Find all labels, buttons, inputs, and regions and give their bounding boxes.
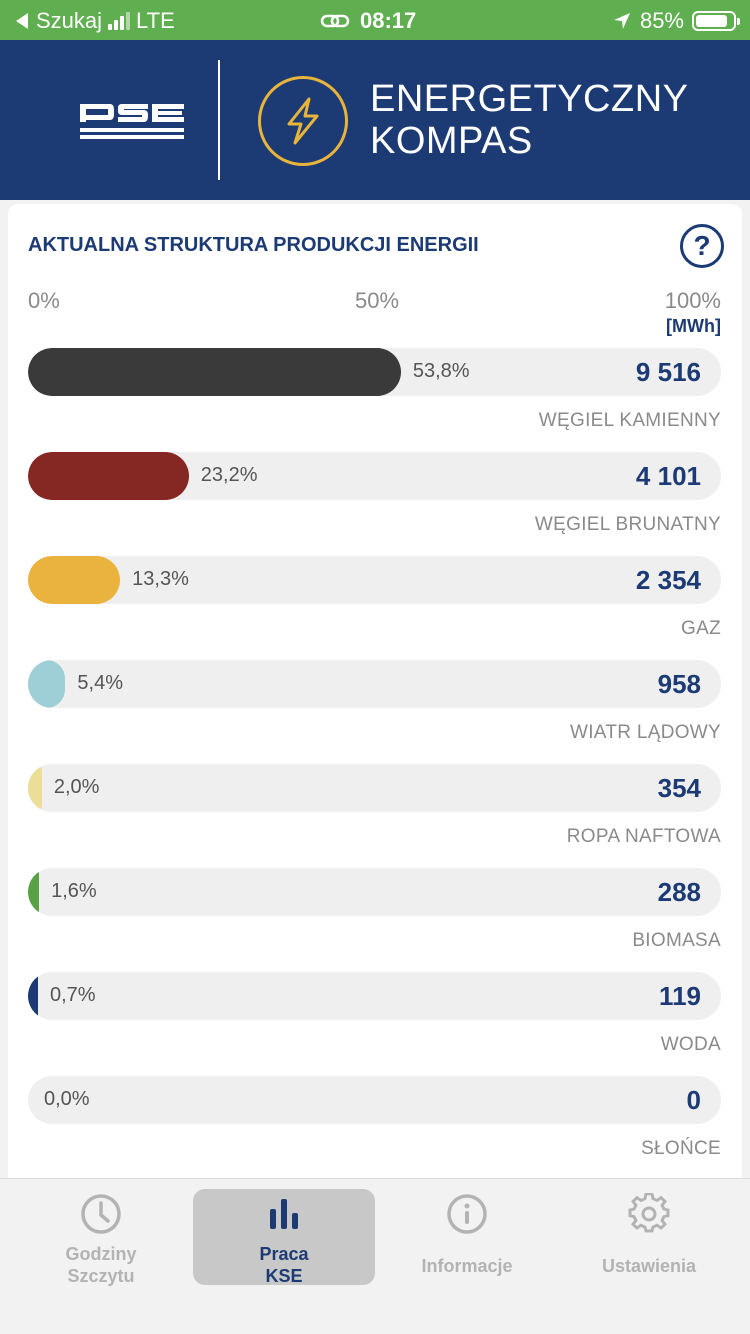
battery-percent: 85%	[639, 8, 684, 33]
network-label: LTE	[136, 8, 175, 33]
mwh-value: 288	[657, 877, 701, 907]
nav-informacje[interactable]: Informacje	[376, 1189, 558, 1285]
percent-label: 1,6%	[51, 880, 97, 902]
pse-logo	[80, 104, 184, 139]
bar-track	[28, 868, 721, 916]
status-right: 85%	[612, 8, 740, 34]
bar-fill	[28, 556, 121, 604]
back-arrow-icon	[16, 13, 28, 29]
bar-fill	[28, 868, 40, 916]
scale-label-100: 100%	[664, 288, 721, 313]
percent-label: 5,4%	[77, 672, 124, 694]
lightning-icon	[258, 76, 348, 166]
help-icon[interactable]: ?	[680, 224, 724, 268]
bar-track	[28, 764, 721, 812]
percent-label: 2,0%	[53, 776, 100, 798]
bar-fill	[28, 660, 66, 708]
category-label: SŁOŃCE	[641, 1138, 721, 1159]
category-label: WĘGIEL KAMIENNY	[538, 410, 721, 431]
unit-label: [MWh]	[666, 316, 721, 336]
app-header: ENERGETYCZNY KOMPAS	[0, 40, 750, 200]
bar-track	[28, 556, 721, 604]
signal-icon	[108, 12, 131, 30]
app-title-line1: ENERGETYCZNY	[370, 78, 689, 120]
category-label: ROPA NAFTOWA	[566, 826, 721, 847]
mwh-value: 2 354	[635, 565, 701, 595]
percent-label: 53,8%	[412, 360, 470, 382]
bar-track	[28, 348, 721, 396]
mwh-value: 354	[657, 773, 701, 803]
mwh-value: 958	[657, 669, 701, 699]
mwh-value: 119	[659, 981, 701, 1011]
card-title: AKTUALNA STRUKTURA PRODUKCJI ENERGII	[28, 234, 479, 256]
nav-label: Informacje	[421, 1256, 513, 1276]
battery-icon	[692, 11, 740, 31]
app-title: ENERGETYCZNY KOMPAS	[370, 78, 688, 162]
status-bar: Szukaj LTE 08:17 85%	[0, 0, 750, 40]
bar-track	[28, 452, 721, 500]
percent-label: 13,3%	[132, 568, 189, 590]
clock-time: 08:17	[360, 8, 417, 33]
bar-fill	[28, 348, 401, 396]
bar-track	[28, 1076, 721, 1124]
bar-fill	[28, 972, 38, 1020]
bar-fill	[28, 764, 42, 812]
mwh-value: 4 101	[635, 461, 701, 491]
status-center: 08:17	[320, 8, 416, 34]
bottom-nav: Godziny Szczytu Praca KSE Informacje Ustaw…	[0, 1178, 750, 1334]
location-arrow-icon	[613, 13, 630, 29]
percent-label: 0,0%	[44, 1088, 90, 1110]
nav-ustawienia[interactable]: Ustawienia	[558, 1189, 740, 1285]
bar-fill	[28, 452, 189, 500]
production-card: AKTUALNA STRUKTURA PRODUKCJI ENERGII ? 0…	[8, 204, 742, 1184]
category-label: BIOMASA	[632, 930, 721, 951]
category-label: WODA	[660, 1034, 721, 1055]
nav-label: Praca KSE	[259, 1244, 309, 1286]
clock-icon	[81, 1194, 121, 1234]
scale-label-0: 0%	[28, 288, 60, 313]
percent-label: 0,7%	[50, 984, 96, 1006]
link-icon	[320, 14, 350, 28]
bar-track	[28, 972, 721, 1020]
category-label: WĘGIEL BRUNATNY	[534, 514, 721, 535]
gear-icon	[628, 1193, 670, 1233]
mwh-value: 0	[686, 1085, 701, 1115]
category-label: GAZ	[681, 618, 721, 639]
back-label: Szukaj	[36, 8, 103, 33]
app-title-line2: KOMPAS	[370, 120, 533, 162]
nav-godziny-szczytu[interactable]: Godziny Szczytu	[10, 1189, 192, 1286]
bar-chart-icon	[270, 1199, 298, 1229]
bar-track	[28, 660, 721, 708]
header-divider	[218, 60, 220, 180]
nav-label: Ustawienia	[601, 1256, 697, 1276]
nav-label: Godziny Szczytu	[65, 1244, 137, 1286]
mwh-value: 9 516	[635, 357, 701, 387]
status-left[interactable]: Szukaj LTE	[14, 8, 175, 34]
info-icon	[447, 1194, 487, 1234]
scale-label-50: 50%	[355, 288, 400, 313]
nav-praca-kse[interactable]: Praca KSE	[193, 1189, 375, 1286]
percent-label: 23,2%	[200, 464, 258, 486]
category-label: WIATR LĄDOWY	[569, 722, 721, 743]
